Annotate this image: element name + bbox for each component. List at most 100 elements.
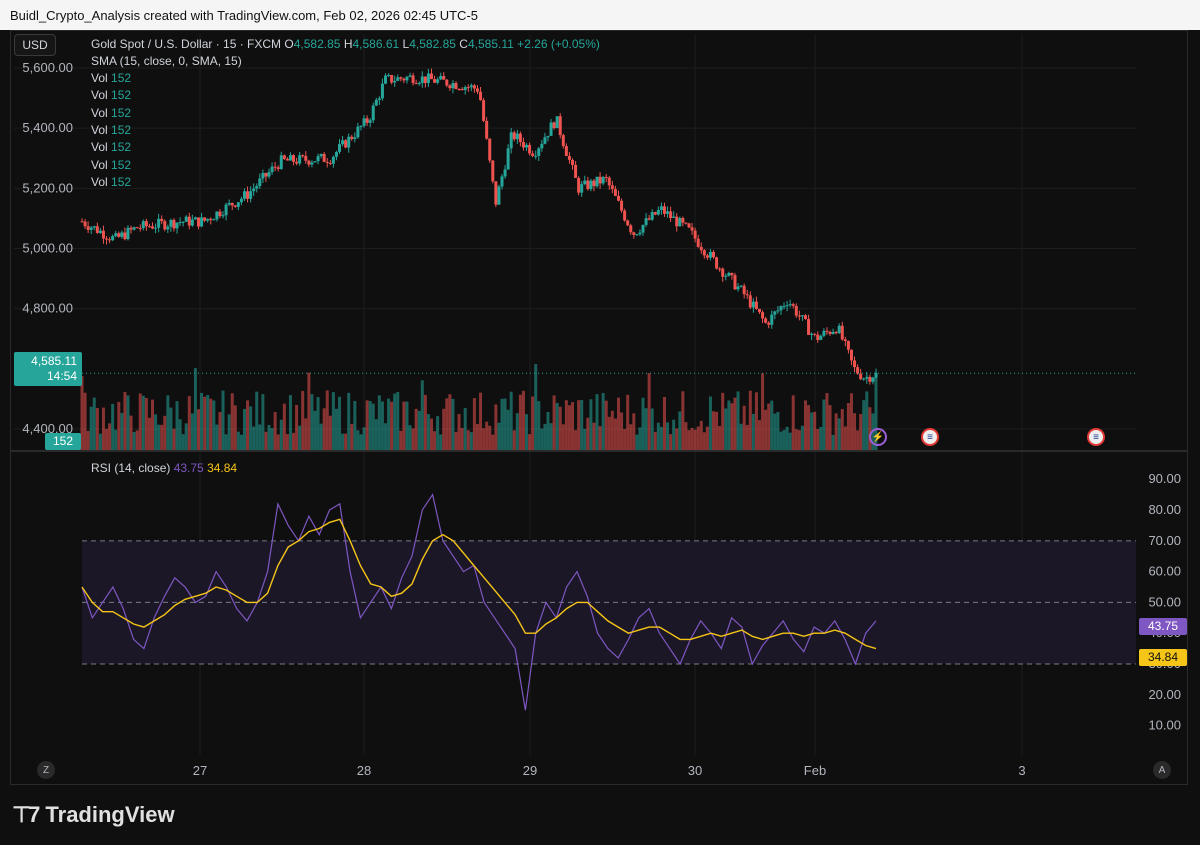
volume-bar: [828, 405, 832, 450]
volume-legend-row: Vol 152: [91, 175, 131, 189]
candle-body: [534, 155, 538, 157]
candle-body: [157, 218, 161, 228]
volume-bar: [571, 402, 575, 450]
volume-bar: [653, 431, 657, 450]
volume-legend-label: Vol: [91, 105, 112, 120]
candle-body: [353, 137, 357, 140]
candle-body: [846, 341, 850, 350]
volume-bar: [92, 397, 96, 450]
volume-bar: [344, 433, 348, 450]
sma-legend[interactable]: SMA (15, close, 0, SMA, 15): [91, 54, 242, 68]
volume-bar: [825, 393, 829, 450]
candle-body: [95, 226, 99, 233]
candle-body: [831, 331, 835, 334]
candle-body: [218, 211, 222, 216]
volume-bar: [558, 406, 562, 450]
candle-body: [678, 217, 682, 227]
candle-body: [828, 331, 832, 334]
volume-legend-row: Vol 152: [91, 71, 131, 85]
candle-body: [754, 301, 758, 309]
candle-body: [482, 100, 486, 121]
time-axis-label: 29: [523, 763, 537, 778]
candle-body: [184, 216, 188, 222]
volume-bar: [359, 434, 363, 450]
volume-bar: [659, 426, 663, 450]
candle-body: [328, 162, 332, 164]
volume-bar: [856, 430, 860, 450]
volume-bar: [773, 413, 777, 450]
candle-body: [853, 360, 857, 368]
volume-bar: [791, 395, 795, 450]
volume-legend-value: 152: [111, 122, 132, 137]
time-axis-label: 28: [357, 763, 371, 778]
candle-body: [433, 79, 437, 83]
volume-bar: [393, 393, 397, 450]
volume-bar: [190, 413, 194, 450]
volume-legend-label: Vol: [91, 174, 112, 189]
candle-body: [344, 140, 348, 148]
candle-body: [558, 116, 562, 136]
candle-body: [172, 219, 176, 229]
candle-body: [393, 80, 397, 83]
volume-bar: [114, 429, 118, 450]
candle-body: [666, 211, 670, 214]
rsi-value-tag: 43.75: [1139, 618, 1187, 635]
volume-bar: [531, 396, 535, 450]
rsi-ma-line: [81, 518, 877, 650]
currency-button[interactable]: USD: [14, 34, 56, 56]
candle-body: [414, 83, 418, 85]
candle-body: [316, 156, 320, 162]
candle-body: [653, 212, 657, 215]
candle-body: [460, 89, 464, 91]
volume-bar: [482, 428, 486, 450]
volume-bar: [724, 408, 728, 450]
volume-bar: [800, 425, 804, 450]
candle-body: [255, 186, 259, 189]
auto-scale-button[interactable]: A: [1153, 761, 1171, 779]
candle-body: [126, 227, 130, 240]
volume-bar: [313, 410, 317, 450]
volume-bar: [616, 397, 620, 450]
candle-body: [518, 133, 522, 143]
time-axis-label: 27: [193, 763, 207, 778]
volume-bar: [567, 405, 571, 450]
candle-body: [681, 217, 685, 223]
volume-bar: [515, 413, 519, 450]
volume-bar: [509, 391, 513, 450]
candle-body: [108, 239, 112, 241]
us-flag-icon[interactable]: ≡: [921, 428, 939, 446]
timezone-button[interactable]: Z: [37, 761, 55, 779]
lightning-icon[interactable]: ⚡: [869, 428, 887, 446]
volume-bar: [472, 398, 476, 450]
volume-bar: [236, 431, 240, 450]
volume-bar: [834, 413, 838, 450]
candle-body: [249, 191, 253, 199]
volume-bar: [641, 397, 645, 450]
volume-bar: [396, 391, 400, 450]
volume-bar: [402, 401, 406, 450]
candle-body: [705, 255, 709, 258]
candle-body: [322, 153, 326, 162]
candle-body: [748, 295, 752, 308]
volume-bar: [589, 399, 593, 450]
candle-body: [200, 217, 204, 227]
candle-body: [610, 185, 614, 190]
candle-body: [276, 167, 280, 169]
volume-bar: [126, 395, 130, 450]
candle-body: [209, 218, 213, 221]
candle-body: [626, 220, 630, 226]
attribution-text: Buidl_Crypto_Analysis created with Tradi…: [10, 8, 479, 23]
volume-bar: [518, 394, 522, 450]
rsi-legend[interactable]: RSI (14, close) 43.75 34.84: [91, 461, 237, 475]
volume-bar: [328, 415, 332, 450]
volume-bar: [521, 390, 525, 450]
volume-bar: [86, 430, 90, 450]
candle-body: [151, 226, 155, 229]
volume-bar: [350, 423, 354, 450]
us-flag-icon[interactable]: ≡: [1087, 428, 1105, 446]
candle-body: [383, 75, 387, 84]
candle-body: [135, 227, 139, 229]
candle-body: [451, 83, 455, 89]
volume-bar: [285, 434, 289, 450]
